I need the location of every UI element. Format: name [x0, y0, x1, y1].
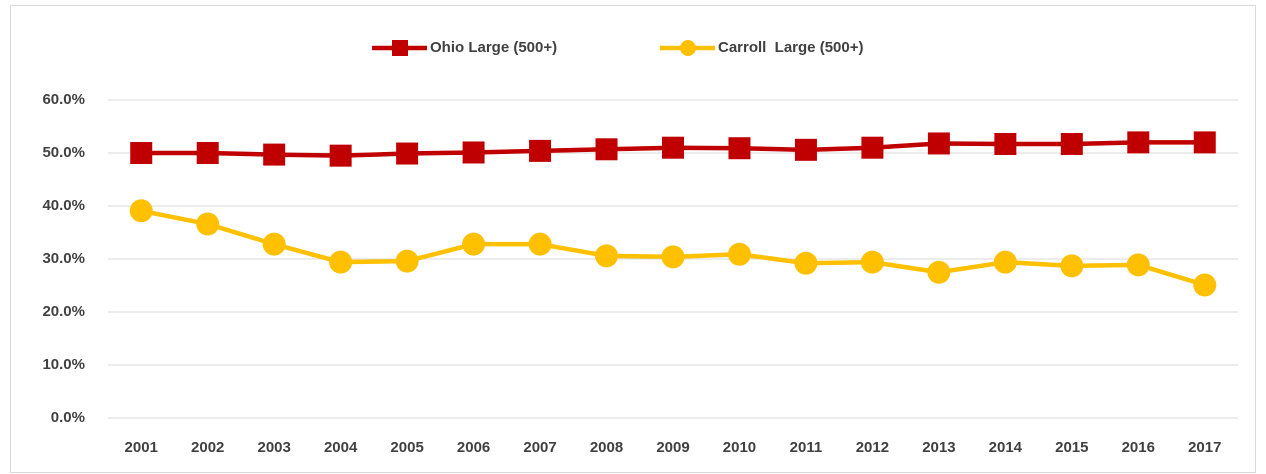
marker: [1060, 254, 1084, 278]
marker: [130, 142, 153, 164]
marker: [1193, 273, 1217, 297]
x-tick-label: 2008: [590, 439, 623, 456]
x-tick-label: 2015: [1055, 439, 1088, 456]
marker: [1193, 131, 1216, 154]
marker: [462, 141, 485, 164]
x-tick-label: 2009: [656, 439, 689, 456]
marker: [994, 132, 1017, 155]
y-tick-label: 20.0%: [42, 303, 85, 320]
legend-label: Ohio Large (500+): [430, 39, 557, 56]
y-tick-label: 30.0%: [42, 250, 85, 267]
x-tick-label: 2002: [191, 439, 224, 456]
marker: [528, 232, 552, 256]
marker: [196, 142, 219, 164]
x-tick-label: 2013: [922, 439, 955, 456]
x-tick-label: 2016: [1122, 439, 1155, 456]
chart-frame: [10, 5, 1256, 473]
marker: [1126, 253, 1150, 277]
marker: [262, 232, 286, 256]
x-tick-label: 2005: [390, 439, 423, 456]
marker: [1127, 131, 1150, 154]
marker: [462, 232, 486, 256]
y-tick-label: 10.0%: [42, 356, 85, 373]
marker: [263, 143, 286, 166]
y-tick-label: 50.0%: [42, 144, 85, 161]
marker: [794, 251, 818, 275]
marker: [927, 132, 950, 155]
marker: [661, 245, 685, 269]
marker: [395, 249, 419, 273]
marker: [196, 212, 220, 236]
marker: [595, 138, 618, 161]
x-tick-label: 2007: [523, 439, 556, 456]
marker: [396, 142, 419, 165]
legend-marker: [680, 40, 696, 56]
x-tick-label: 2012: [856, 439, 889, 456]
x-tick-label: 2003: [257, 439, 290, 456]
marker: [860, 250, 884, 274]
marker: [861, 136, 884, 159]
x-tick-label: 2006: [457, 439, 490, 456]
x-tick-label: 2014: [989, 439, 1023, 456]
marker: [595, 244, 619, 268]
x-tick-label: 2011: [790, 439, 823, 456]
y-tick-label: 0.0%: [51, 409, 85, 426]
x-tick-label: 2017: [1188, 439, 1221, 456]
legend-marker: [392, 40, 408, 56]
marker: [129, 199, 153, 223]
marker: [329, 144, 352, 167]
y-tick-label: 40.0%: [42, 197, 85, 214]
marker: [329, 250, 353, 274]
marker: [993, 250, 1017, 274]
y-tick-label: 60.0%: [42, 91, 85, 108]
marker: [727, 242, 751, 266]
marker: [794, 138, 817, 161]
marker: [662, 136, 684, 159]
legend-label: Carroll Large (500+): [718, 39, 863, 56]
x-tick-label: 2001: [125, 439, 158, 456]
marker: [927, 260, 951, 284]
marker: [728, 137, 751, 160]
marker: [529, 139, 552, 162]
x-tick-label: 2004: [324, 439, 358, 456]
marker: [1060, 132, 1083, 155]
x-tick-label: 2010: [723, 439, 756, 456]
